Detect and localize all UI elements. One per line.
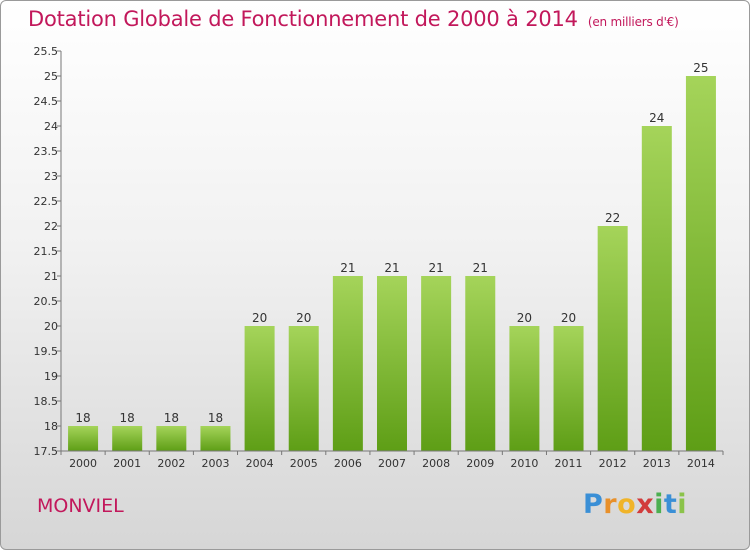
x-tick-label: 2005 bbox=[290, 457, 318, 470]
bar-value-label: 18 bbox=[208, 411, 223, 425]
logo-letter: r bbox=[603, 489, 618, 520]
x-tick-label: 2003 bbox=[201, 457, 229, 470]
logo-letter: o bbox=[617, 489, 637, 520]
y-tick-label: 19.5 bbox=[34, 345, 59, 358]
bar bbox=[156, 426, 187, 451]
bar-value-label: 20 bbox=[296, 311, 311, 325]
bar-value-label: 20 bbox=[252, 311, 267, 325]
bar-value-label: 20 bbox=[561, 311, 576, 325]
y-tick-label: 18.5 bbox=[34, 395, 59, 408]
y-tick-label: 19 bbox=[44, 370, 58, 383]
bar bbox=[685, 76, 716, 451]
chart-unit: (en milliers d'€) bbox=[587, 15, 679, 29]
y-tick-label: 20.5 bbox=[34, 295, 59, 308]
bar-value-label: 22 bbox=[605, 211, 620, 225]
x-tick-label: 2008 bbox=[422, 457, 450, 470]
y-tick-label: 25 bbox=[44, 70, 58, 83]
bar-value-label: 21 bbox=[473, 261, 488, 275]
y-tick-label: 25.5 bbox=[34, 45, 59, 58]
bar bbox=[244, 326, 275, 451]
x-tick-label: 2006 bbox=[334, 457, 362, 470]
x-tick-label: 2014 bbox=[687, 457, 715, 470]
y-tick-label: 20 bbox=[44, 320, 58, 333]
bar bbox=[200, 426, 231, 451]
bar bbox=[597, 226, 628, 451]
x-tick-label: 2012 bbox=[599, 457, 627, 470]
x-tick-label: 2004 bbox=[246, 457, 274, 470]
y-tick-label: 24 bbox=[44, 120, 58, 133]
logo-letter: P bbox=[583, 489, 604, 520]
bar bbox=[332, 276, 363, 451]
bar bbox=[288, 326, 319, 451]
y-tick-label: 23.5 bbox=[34, 145, 59, 158]
logo-letter: x bbox=[636, 489, 655, 520]
bar-value-label: 21 bbox=[384, 261, 399, 275]
proxiti-logo: Proxiti bbox=[583, 489, 687, 520]
y-tick-label: 17.5 bbox=[34, 445, 59, 458]
y-tick-label: 18 bbox=[44, 420, 58, 433]
bar bbox=[641, 126, 672, 451]
x-tick-label: 2011 bbox=[555, 457, 583, 470]
x-tick-label: 2010 bbox=[510, 457, 538, 470]
logo-letter: i bbox=[654, 489, 664, 520]
bar bbox=[509, 326, 540, 451]
x-tick-label: 2002 bbox=[157, 457, 185, 470]
bar bbox=[112, 426, 143, 451]
bar-value-label: 18 bbox=[75, 411, 90, 425]
bar-value-label: 24 bbox=[649, 111, 664, 125]
bar bbox=[553, 326, 584, 451]
y-tick-label: 23 bbox=[44, 170, 58, 183]
chart-title-text: Dotation Globale de Fonctionnement de 20… bbox=[28, 7, 578, 31]
bars-group: 18 18 18 18 20 20 21 21 21 21 20 20 22 24 25 bbox=[68, 61, 716, 451]
x-tick-label: 2001 bbox=[113, 457, 141, 470]
bar-value-label: 21 bbox=[340, 261, 355, 275]
bar-value-label: 20 bbox=[517, 311, 532, 325]
logo-letter: t bbox=[663, 489, 678, 520]
chart-title: Dotation Globale de Fonctionnement de 20… bbox=[28, 7, 679, 31]
axes-group: 17.5 18 18.5 19 19.5 20 20.5 21 21.5 22 22.5 23 23.5… bbox=[34, 45, 724, 470]
bar-value-label: 18 bbox=[164, 411, 179, 425]
bar bbox=[421, 276, 452, 451]
x-tick-label: 2007 bbox=[378, 457, 406, 470]
y-tick-label: 24.5 bbox=[34, 95, 59, 108]
commune-name: MONVIEL bbox=[37, 495, 124, 517]
y-tick-label: 22 bbox=[44, 220, 58, 233]
logo-letter: i bbox=[677, 489, 688, 520]
bar bbox=[465, 276, 496, 451]
y-tick-label: 21.5 bbox=[34, 245, 59, 258]
x-tick-label: 2009 bbox=[466, 457, 494, 470]
x-tick-label: 2013 bbox=[643, 457, 671, 470]
y-tick-label: 22.5 bbox=[34, 195, 59, 208]
bar-value-label: 21 bbox=[428, 261, 443, 275]
bar-value-label: 18 bbox=[120, 411, 135, 425]
bar-value-label: 25 bbox=[693, 61, 708, 75]
bar bbox=[68, 426, 99, 451]
y-tick-label: 21 bbox=[44, 270, 58, 283]
x-tick-label: 2000 bbox=[69, 457, 97, 470]
bar bbox=[377, 276, 407, 451]
